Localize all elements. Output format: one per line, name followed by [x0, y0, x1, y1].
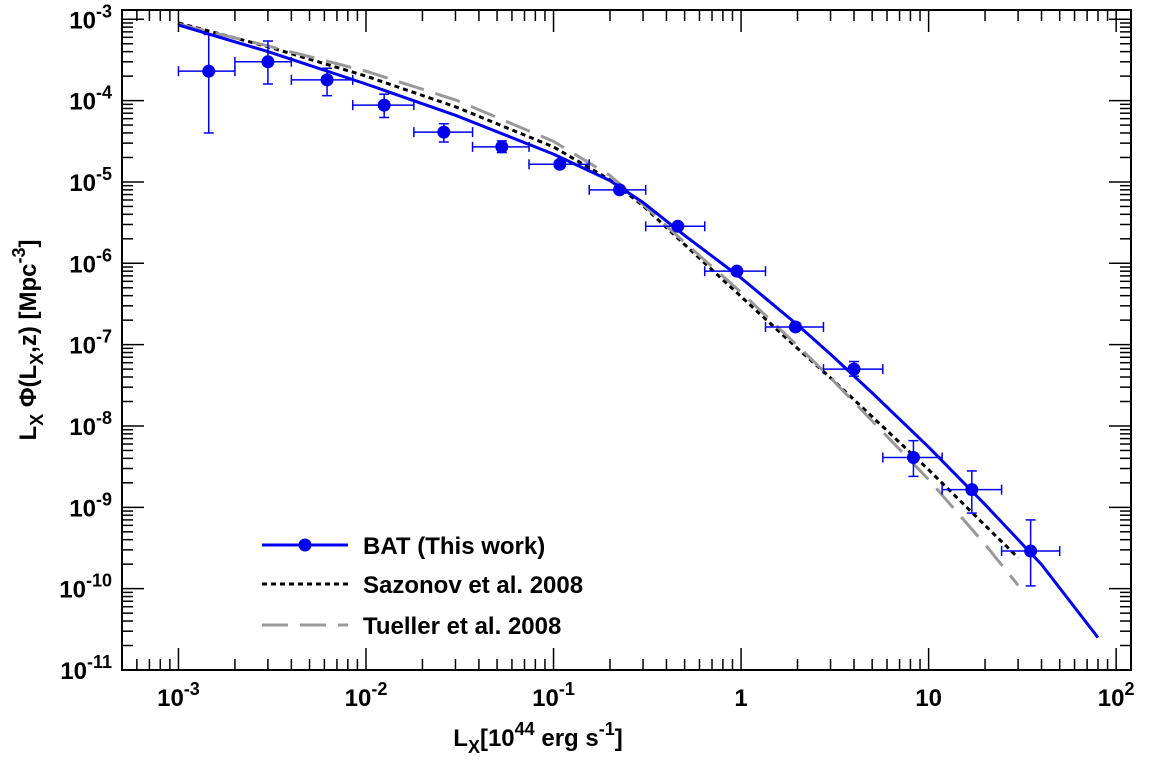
data-marker	[788, 320, 802, 334]
series-line-0	[178, 23, 1100, 639]
svg-text:LX[1044 erg s-1]: LX[1044 erg s-1]	[453, 719, 622, 757]
y-tick-label-exp: -8	[96, 408, 112, 428]
y-tick-label-base: 10	[69, 7, 96, 34]
y-tick-label-exp: -10	[86, 571, 112, 591]
data-marker	[320, 73, 334, 87]
x-tick-label: 10	[915, 685, 942, 712]
x-tick-label: 10-1	[532, 679, 575, 712]
data-point	[644, 219, 706, 233]
y-tick-label: 10-5	[69, 164, 112, 197]
x-tick-label-exp: 2	[1124, 679, 1134, 699]
x-tick-label: 10-2	[345, 679, 388, 712]
data-marker	[437, 125, 451, 139]
data-point	[941, 470, 1003, 514]
y-tick-label-base: 10	[69, 333, 96, 360]
data-marker	[671, 219, 685, 233]
y-axis-title: LX Φ(LX,z) [Mpc-3]	[9, 239, 47, 440]
svg-text:LX Φ(LX,z) [Mpc-3]: LX Φ(LX,z) [Mpc-3]	[9, 239, 47, 440]
x-tick-label-base: 10	[1098, 685, 1125, 712]
x-tick-label-exp: -2	[371, 679, 387, 699]
x-tick-label-base: 10	[532, 685, 559, 712]
y-tick-label-exp: -9	[96, 489, 112, 509]
data-point	[588, 183, 647, 197]
legend-entry-1: Sazonov et al. 2008	[262, 572, 583, 599]
y-tick-label-exp: -6	[96, 245, 112, 265]
data-marker	[553, 157, 567, 171]
y-tick-label: 10-7	[69, 327, 112, 360]
x-axis-title: LX[1044 erg s-1]	[453, 719, 622, 757]
y-tick-label-base: 10	[69, 89, 96, 116]
data-marker	[202, 64, 216, 78]
data-point	[234, 40, 293, 85]
data-marker	[495, 140, 509, 154]
data-point	[528, 157, 590, 171]
legend-entry-0: BAT (This work)	[262, 533, 545, 560]
y-tick-label: 10-6	[69, 245, 112, 278]
y-tick-label-base: 10	[69, 414, 96, 441]
data-marker	[613, 183, 627, 197]
data-point	[290, 67, 354, 97]
x-axis-title-text: L	[453, 725, 468, 752]
x-tick-label-base: 10	[345, 685, 372, 712]
x-tick-label-exp: -1	[559, 679, 575, 699]
y-tick-label: 10-3	[69, 1, 112, 34]
series-line-2	[178, 22, 1020, 587]
y-tick-label-base: 10	[69, 170, 96, 197]
data-point	[764, 320, 825, 334]
tick-labels: 10-3 10-2 10-1 1 10 10210-310-410-510-610-710…	[59, 1, 1134, 712]
x-tick-label: 102	[1098, 679, 1135, 712]
data-point	[822, 360, 884, 377]
data-point	[471, 140, 530, 154]
y-tick-label-exp: -5	[96, 164, 112, 184]
y-tick-label-exp: -3	[96, 1, 112, 21]
legend: BAT (This work) Sazonov et al. 2008 Tuelle…	[262, 533, 583, 640]
y-tick-label-base: 10	[69, 495, 96, 522]
x-tick-label-base: 1	[734, 685, 747, 712]
y-tick-label: 10-10	[59, 571, 112, 604]
series-line-1	[178, 21, 1020, 559]
x-tick-label: 1	[734, 685, 747, 712]
y-tick-label-exp: -4	[96, 83, 112, 103]
plot-area	[177, 21, 1100, 639]
x-tick-label-base: 10	[915, 685, 942, 712]
x-tick-label-base: 10	[157, 685, 184, 712]
curves	[178, 21, 1100, 639]
plot-frame	[121, 9, 1132, 671]
legend-marker	[298, 538, 312, 552]
legend-label: BAT (This work)	[363, 533, 545, 560]
data-marker	[906, 450, 920, 464]
y-tick-label: 10-11	[60, 652, 112, 685]
bat-points	[177, 33, 1061, 587]
y-tick-label: 10-4	[69, 83, 112, 116]
y-tick-label-base: 10	[59, 577, 86, 604]
legend-label: Sazonov et al. 2008	[363, 572, 583, 599]
legend-entry-2: Tueller et al. 2008	[262, 613, 561, 640]
data-marker	[847, 362, 861, 376]
y-tick-label-exp: -7	[96, 327, 112, 347]
y-tick-label-exp: -11	[87, 652, 112, 672]
data-point	[352, 93, 415, 119]
legend-label: Tueller et al. 2008	[363, 613, 561, 640]
data-marker	[965, 483, 979, 497]
data-point	[1000, 519, 1061, 587]
y-tick-label: 10-8	[69, 408, 112, 441]
data-point	[882, 439, 943, 478]
y-tick-label-base: 10	[60, 658, 87, 685]
data-marker	[730, 264, 744, 278]
data-marker	[261, 55, 275, 69]
data-point	[413, 122, 474, 143]
axis-ticks	[121, 10, 1131, 671]
data-point	[703, 264, 767, 278]
x-tick-label: 10-3	[157, 679, 200, 712]
data-marker	[377, 98, 391, 112]
data-point	[177, 33, 236, 134]
y-tick-label-base: 10	[69, 251, 96, 278]
data-marker	[1024, 544, 1038, 558]
y-tick-label: 10-9	[69, 489, 112, 522]
x-tick-label-exp: -3	[184, 679, 200, 699]
